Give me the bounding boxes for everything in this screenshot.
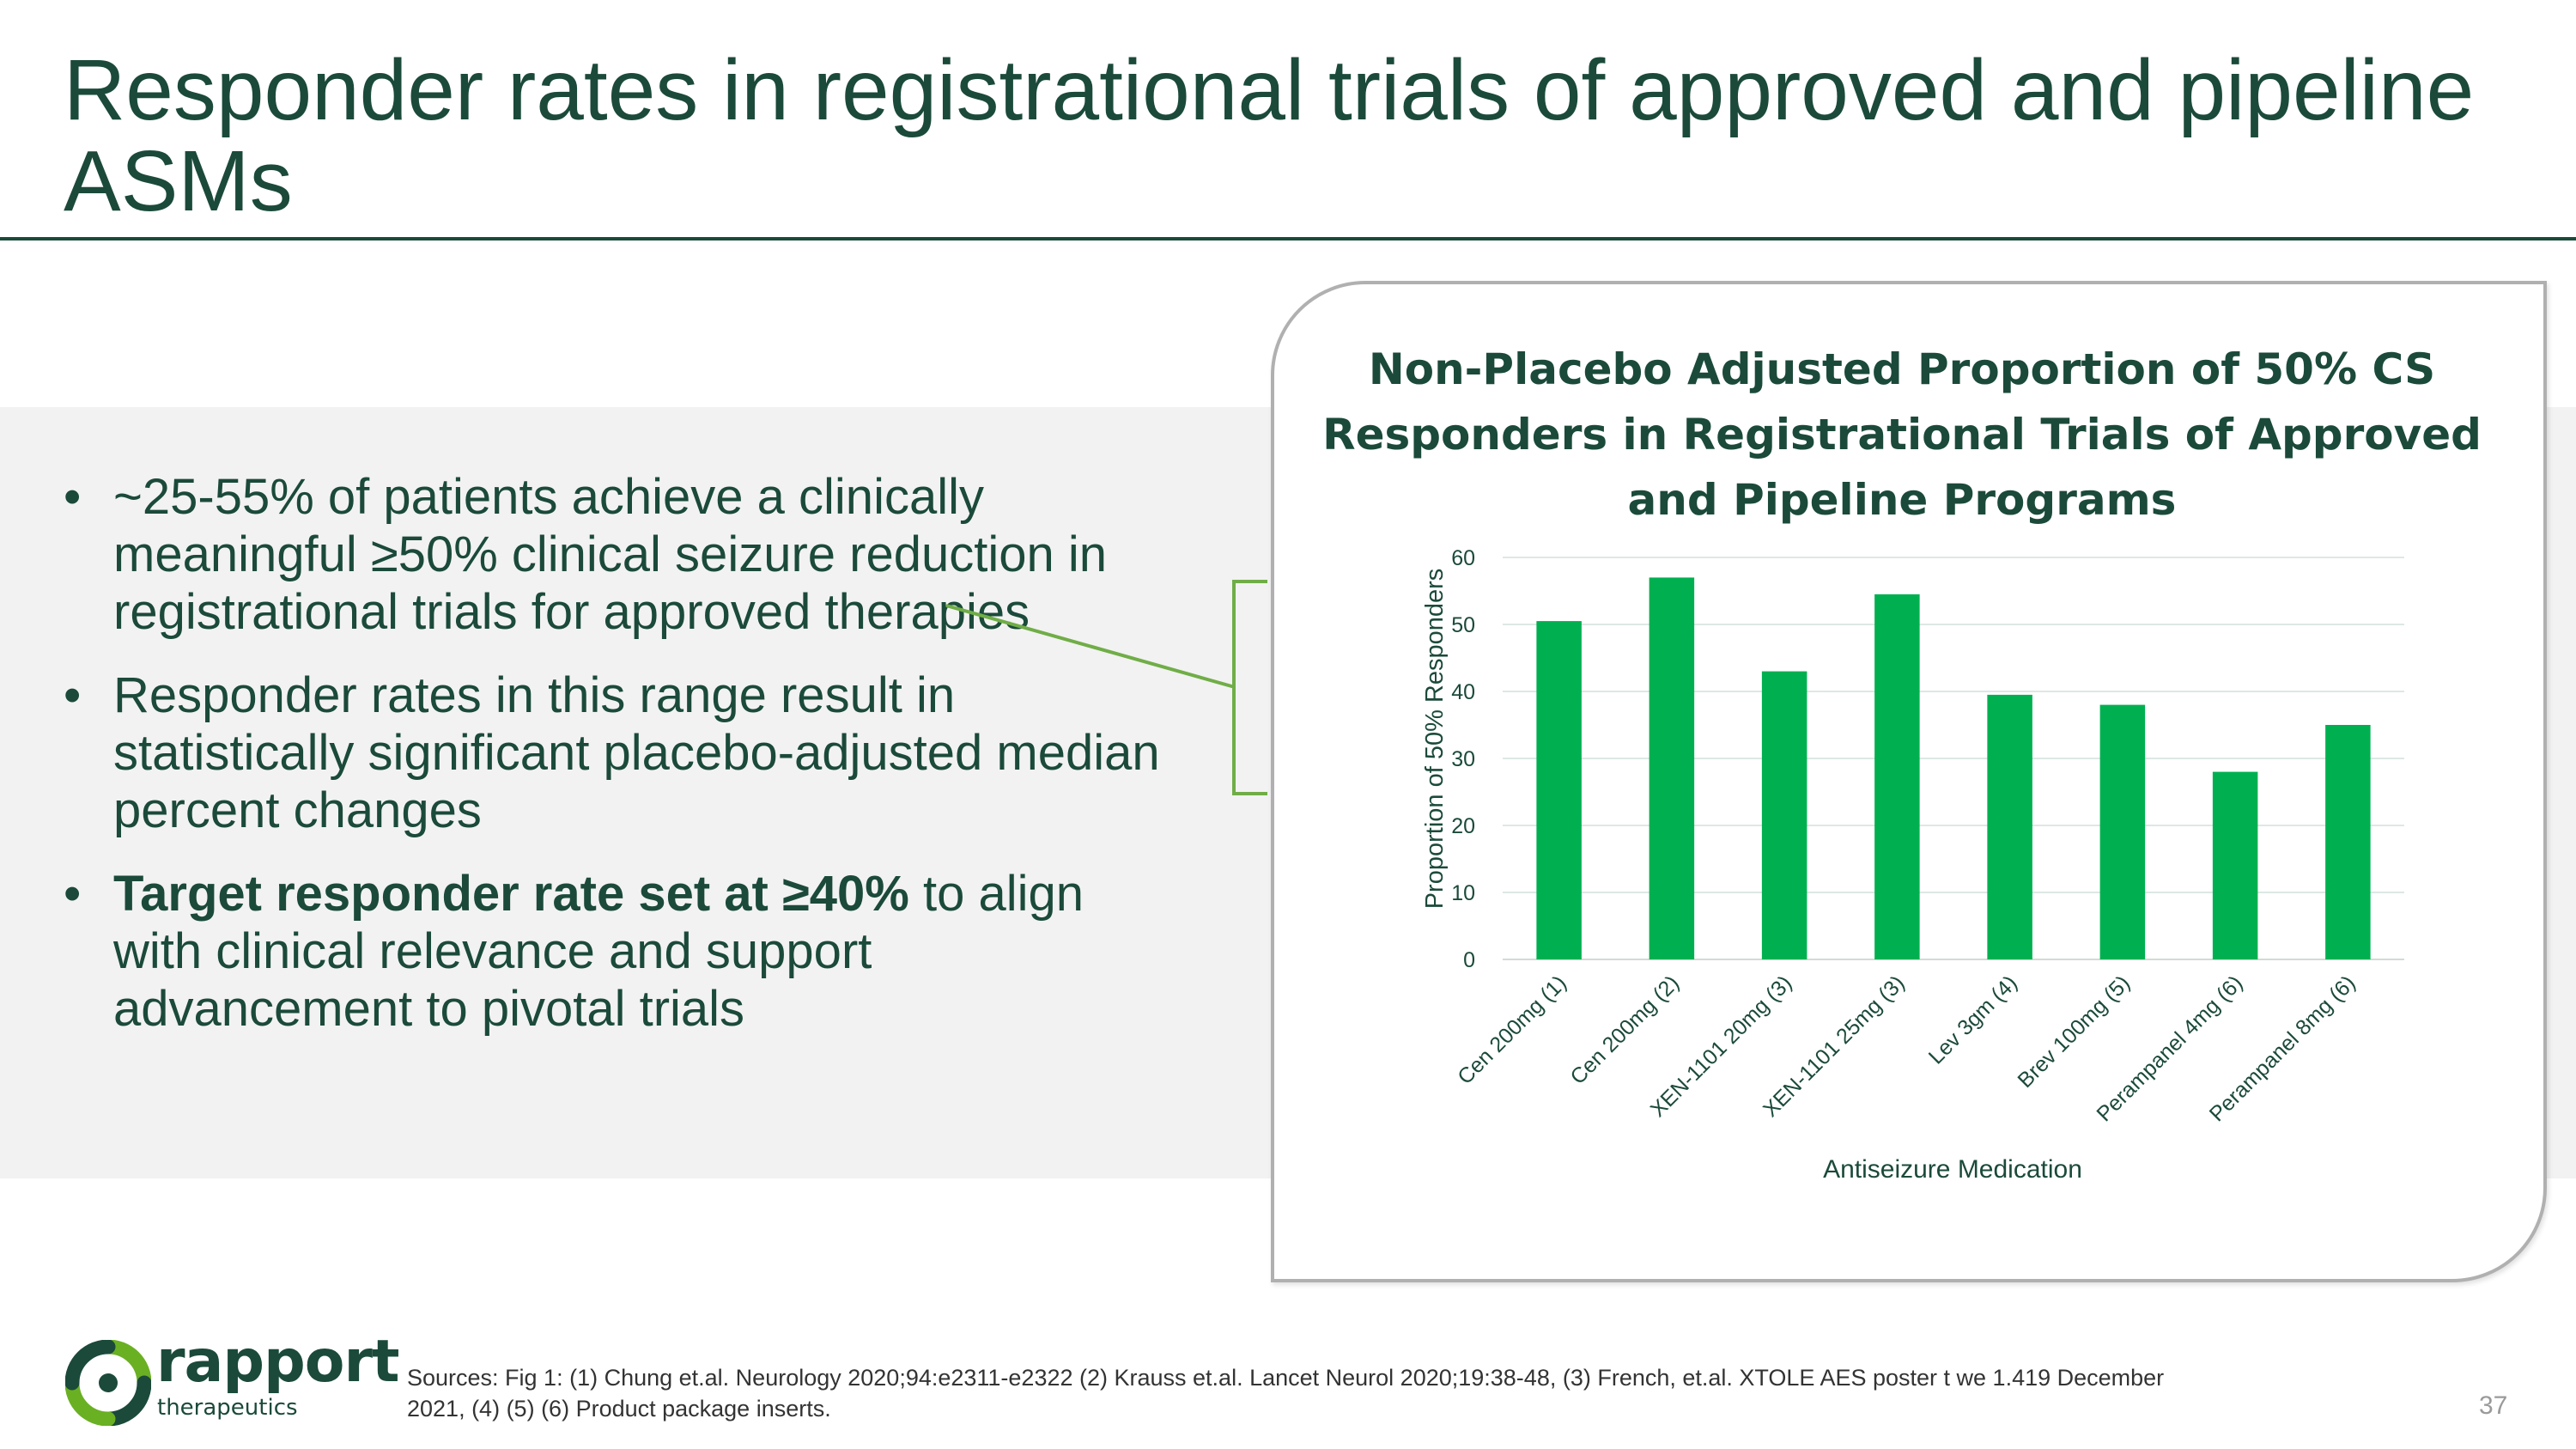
bar (2099, 704, 2146, 959)
y-axis-label: Proportion of 50% Responders (1421, 569, 1449, 910)
x-tick-labels: Cen 200mg (1)Cen 200mg (2)XEN-1101 20mg … (1453, 971, 2360, 1126)
bullet-emphasis: Target responder rate set at ≥40% (113, 866, 909, 922)
connector-line (945, 604, 1236, 689)
bullet-item-1: • ~25-55% of patients achieve a clinicall… (64, 468, 1180, 641)
y-tick-label: 60 (1451, 546, 1475, 570)
chart-title: Non-Placebo Adjusted Proportion of 50% C… (1322, 344, 2482, 525)
x-axis-label: Antiseizure Medication (1823, 1155, 2082, 1184)
x-tick-label: Cen 200mg (2) (1565, 971, 1684, 1089)
bullet-list: • ~25-55% of patients achieve a clinicall… (64, 468, 1180, 1063)
y-tick-labels: 0 10 20 30 40 50 60 (1451, 546, 1475, 972)
chart-gridlines (1503, 557, 2404, 960)
y-tick-label: 30 (1451, 747, 1475, 771)
sources-footnote: Sources: Fig 1: (1) Chung et.al. Neurolo… (407, 1365, 2165, 1422)
bullet-text: Responder rates in this range result in … (113, 667, 1160, 838)
bracket-connector (945, 580, 1267, 795)
bar (1987, 694, 2032, 959)
bar (1536, 621, 1582, 959)
y-tick-label: 50 (1451, 613, 1475, 637)
bar (2325, 725, 2371, 959)
bar (1761, 671, 1807, 959)
bar (2212, 771, 2258, 959)
x-tick-label: Brev 100mg (5) (2013, 971, 2135, 1093)
y-tick-label: 0 (1463, 948, 1475, 972)
y-tick-label: 40 (1451, 680, 1475, 704)
chart-bars (1536, 577, 2371, 959)
title-divider (0, 237, 2576, 240)
bar (1874, 594, 1920, 959)
y-tick-label: 20 (1451, 814, 1475, 838)
rapport-logo-icon (65, 1340, 151, 1426)
bullet-item-3: • Target responder rate set at ≥40% to al… (64, 865, 1180, 1038)
bullet-marker: • (64, 866, 82, 922)
bullet-marker: • (64, 469, 82, 525)
bullet-item-2: • Responder rates in this range result in… (64, 667, 1180, 839)
connector-bracket (1232, 580, 1267, 795)
bullet-marker: • (64, 667, 82, 723)
page-number: 37 (2479, 1391, 2508, 1420)
y-tick-label: 10 (1451, 881, 1475, 905)
bullet-text: to align with clinical relevance and sup… (113, 866, 1084, 1037)
bar (1649, 577, 1695, 959)
logo-tagline: therapeutics (157, 1395, 298, 1421)
x-tick-label: Cen 200mg (1) (1453, 971, 1571, 1089)
x-tick-label: Lev 3gm (4) (1924, 971, 2022, 1068)
bullet-text: ~25-55% of patients achieve a clinically… (113, 469, 1107, 640)
logo-wordmark: rapport (156, 1328, 400, 1396)
slide-title: Responder rates in registrational trials… (64, 42, 2475, 229)
